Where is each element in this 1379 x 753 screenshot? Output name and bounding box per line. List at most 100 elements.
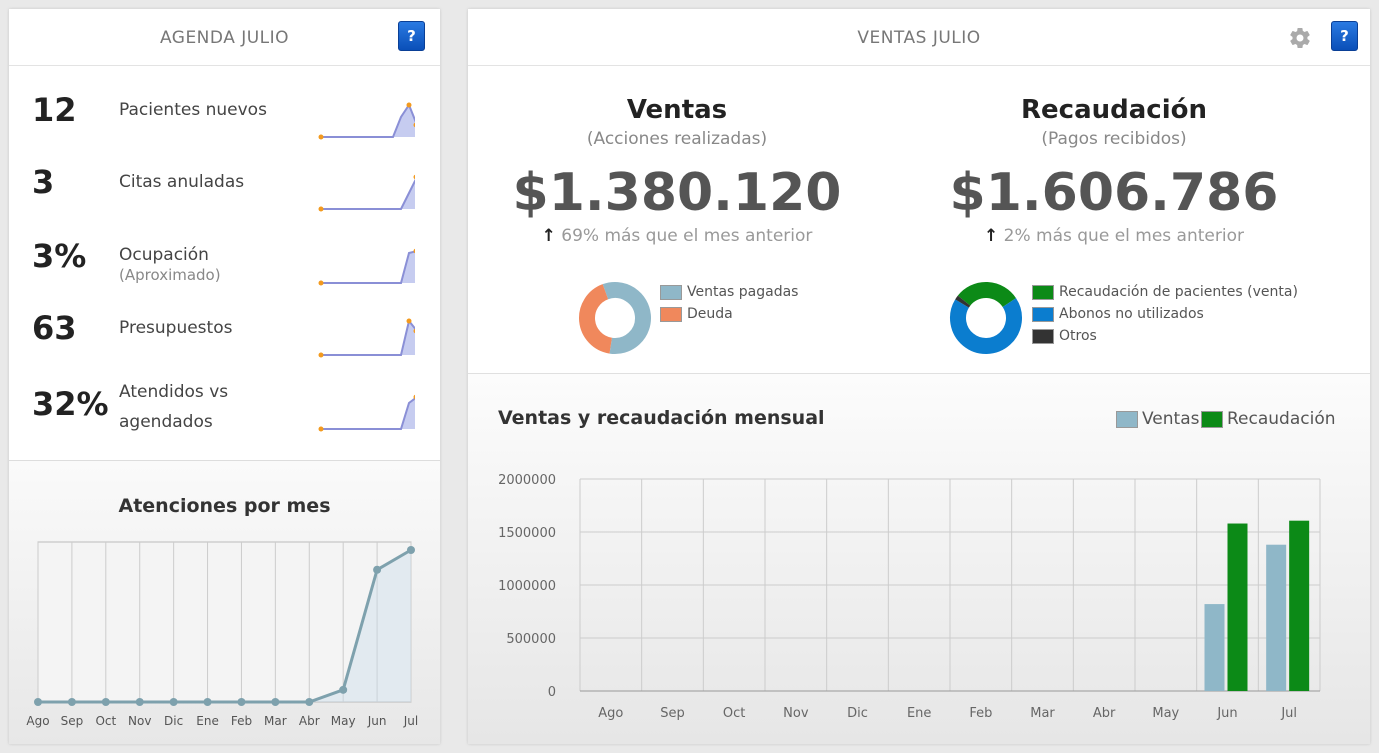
bar-recaudación xyxy=(1289,520,1310,691)
recaudacion-donut-chart xyxy=(950,282,1022,354)
ventas-total: $1.380.120 xyxy=(512,163,842,223)
donut-slice xyxy=(602,282,651,354)
sparkline xyxy=(318,394,415,432)
x-tick-label: Dic xyxy=(847,706,868,721)
bar-legend-ventas[interactable]: Ventas xyxy=(1116,409,1199,429)
bar-ventas xyxy=(1204,604,1225,691)
legend-swatch xyxy=(1032,306,1054,322)
x-tick-label: Jun xyxy=(367,714,387,728)
ventas-subtitle: (Acciones realizadas) xyxy=(586,129,768,149)
sparkline-area xyxy=(321,398,415,429)
kpi-value: 3% xyxy=(32,237,87,275)
sparkline-line xyxy=(321,397,415,430)
donut-slice xyxy=(579,284,613,354)
x-tick-label: Jul xyxy=(403,714,418,728)
kpi-citas-anuladas: 3 Citas anuladas xyxy=(9,155,440,215)
legend-recaudacion-pacientes: Recaudación de pacientes (venta) xyxy=(1032,283,1298,301)
sparkline xyxy=(318,174,415,212)
legend-swatch xyxy=(1201,410,1223,428)
atenciones-title: Atenciones por mes xyxy=(118,495,331,517)
agenda-panel: AGENDA JULIO ? 12 Pacientes nuevos 3 Cit… xyxy=(9,9,440,744)
ventas-header: VENTAS JULIO ? xyxy=(468,9,1370,66)
kpi-label: Ocupación xyxy=(119,245,209,265)
donut-slice xyxy=(957,282,1016,308)
sparkline-start-point xyxy=(318,134,324,140)
legend-deuda: Deuda xyxy=(660,305,733,323)
agenda-header: AGENDA JULIO ? xyxy=(9,9,440,66)
kpi-value: 32% xyxy=(32,385,109,423)
y-tick-label: 1000000 xyxy=(498,579,556,594)
kpi-presupuestos: 63 Presupuestos xyxy=(9,301,440,361)
data-point xyxy=(339,685,348,694)
sparkline-area xyxy=(321,321,415,355)
atenciones-section: Atenciones por mes Ago Sep Oct Nov Dic Ene Feb… xyxy=(9,460,440,744)
recaudacion-delta: ↑ 2% más que el mes anterior xyxy=(924,226,1304,246)
x-tick-label: Abr xyxy=(1093,706,1116,721)
x-tick-label: Ago xyxy=(26,714,49,728)
data-point xyxy=(237,698,246,706)
kpi-value: 12 xyxy=(32,91,77,129)
bar-recaudación xyxy=(1227,523,1248,691)
sparkline-max-point xyxy=(406,102,412,108)
legend-label: Recaudación de pacientes (venta) xyxy=(1059,284,1298,300)
recaudacion-subtitle: (Pagos recibidos) xyxy=(1041,129,1187,149)
kpi-ocupacion: 3% Ocupación (Aproximado) xyxy=(9,229,440,289)
agenda-help-button[interactable]: ? xyxy=(398,21,425,51)
kpi-pacientes-nuevos: 12 Pacientes nuevos xyxy=(9,83,440,143)
kpi-atendidos: 32% Atendidos vs agendados xyxy=(9,375,440,435)
x-tick-label: Oct xyxy=(723,706,745,721)
ventas-panel: VENTAS JULIO ? Ventas (Acciones realizad… xyxy=(468,9,1370,744)
legend-swatch xyxy=(660,306,682,322)
recaudacion-title: Recaudación xyxy=(1021,95,1207,125)
data-point xyxy=(34,698,42,706)
sparkline-start-point xyxy=(318,280,324,286)
ventas-donut-chart xyxy=(579,282,651,354)
data-point xyxy=(101,698,110,706)
x-tick-label: Nov xyxy=(783,706,809,721)
x-tick-label: May xyxy=(1152,706,1179,721)
x-tick-label: Nov xyxy=(128,714,151,728)
data-point xyxy=(135,698,144,706)
legend-label: Ventas pagadas xyxy=(687,284,799,300)
sparkline-start-point xyxy=(318,352,324,358)
sparkline xyxy=(318,318,415,358)
sparkline-end-point xyxy=(413,122,415,128)
legend-label: Ventas xyxy=(1142,409,1200,429)
data-point xyxy=(271,698,280,706)
x-tick-label: Dic xyxy=(164,714,183,728)
legend-label: Deuda xyxy=(687,306,733,322)
x-tick-label: Mar xyxy=(1030,706,1055,721)
ventas-help-button[interactable]: ? xyxy=(1331,21,1358,51)
sparkline-line xyxy=(321,102,415,138)
sparkline xyxy=(318,102,415,140)
bar-legend-recaudacion[interactable]: Recaudación xyxy=(1201,409,1336,429)
bar-ventas xyxy=(1266,544,1287,691)
series-line xyxy=(38,548,412,704)
legend-label: Recaudación xyxy=(1227,409,1336,429)
sparkline-end-point xyxy=(413,248,415,254)
x-tick-label: Sep xyxy=(660,706,685,721)
line-area xyxy=(38,550,411,702)
x-tick-label: Abr xyxy=(299,714,320,728)
sparkline-start-point xyxy=(318,426,324,432)
recaudacion-total: $1.606.786 xyxy=(949,163,1279,223)
sparkline-line xyxy=(321,178,415,210)
gear-icon[interactable] xyxy=(1288,26,1312,50)
sparkline-end-point xyxy=(413,328,415,334)
donut-slice xyxy=(955,295,971,308)
sparkline-end-point xyxy=(413,394,415,400)
mensual-bar-chart: 0 500000 1000000 1500000 2000000 Ago Sep Oct Nov… xyxy=(498,473,1321,721)
x-tick-label: Oct xyxy=(95,714,116,728)
kpi-value: 63 xyxy=(32,309,77,347)
legend-swatch xyxy=(1032,284,1054,300)
ventas-delta-text: 69% más que el mes anterior xyxy=(561,226,813,246)
legend-label: Abonos no utilizados xyxy=(1059,306,1204,322)
sparkline-max-point xyxy=(406,318,412,324)
ventas-title: Ventas xyxy=(626,95,728,125)
legend-label: Otros xyxy=(1059,328,1097,344)
sparkline-area xyxy=(321,251,415,283)
kpi-label: Citas anuladas xyxy=(119,172,245,192)
legend-ventas-pagadas: Ventas pagadas xyxy=(660,283,798,301)
sparkline-end-point xyxy=(413,174,415,180)
x-tick-label: Feb xyxy=(969,706,992,721)
